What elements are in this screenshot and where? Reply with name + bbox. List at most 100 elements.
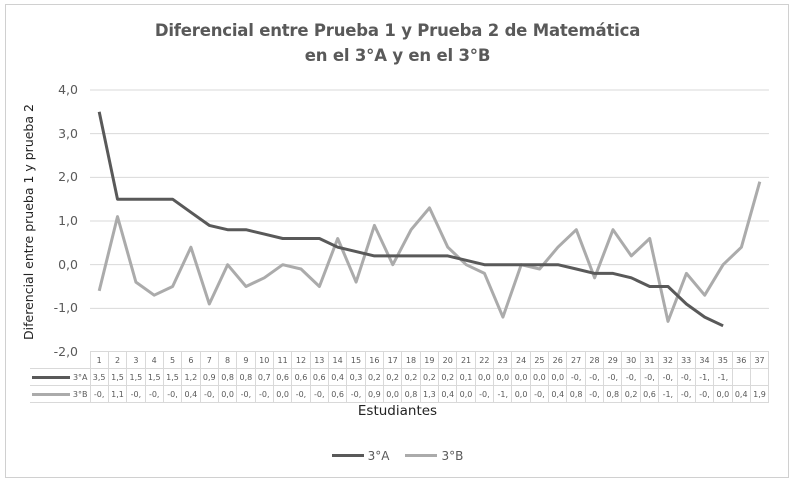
table-cell: 0,2 <box>419 368 440 386</box>
table-cell: -1, <box>658 385 678 403</box>
table-cell: 1,5 <box>107 368 128 386</box>
category-label: 2 <box>107 351 128 369</box>
table-cell: -0, <box>566 368 586 386</box>
table-cell: 0,0 <box>474 368 495 386</box>
table-cell: 1,5 <box>144 368 164 386</box>
chart-title-line-2: en el 3°A y en el 3°B <box>304 46 491 65</box>
table-cell: -0, <box>529 385 550 403</box>
table-cell: 0,4 <box>438 385 458 403</box>
table-cell: -0, <box>126 385 146 403</box>
category-label: 37 <box>749 351 770 369</box>
category-label: 17 <box>382 351 403 369</box>
table-cell: 0,9 <box>199 368 219 386</box>
table-cell: 0,2 <box>401 368 421 386</box>
table-cell: 0,0 <box>493 368 513 386</box>
category-label: 8 <box>217 351 238 369</box>
table-cell: 1,5 <box>126 368 146 386</box>
table-cell: -0, <box>584 368 605 386</box>
chart-title: Diferencial entre Prueba 1 y Prueba 2 de… <box>0 18 795 68</box>
table-cell: -0, <box>658 368 678 386</box>
table-cell: 0,2 <box>621 385 641 403</box>
category-label: 32 <box>658 351 678 369</box>
table-cell: 0,2 <box>364 368 385 386</box>
table-cell: 0,9 <box>364 385 385 403</box>
table-cell: 0,6 <box>309 368 329 386</box>
table-cell: -0, <box>291 385 311 403</box>
table-cell: 0,0 <box>217 385 238 403</box>
table-cell: 1,2 <box>181 368 201 386</box>
table-cell: 0,8 <box>217 368 238 386</box>
category-label: 6 <box>181 351 201 369</box>
legend-label: 3°A <box>367 448 390 463</box>
table-cell: 0,7 <box>254 368 274 386</box>
category-label: 24 <box>511 351 531 369</box>
table-cell: -1, <box>713 368 733 386</box>
y-tick-label: 1,0 <box>58 213 78 228</box>
category-label: 20 <box>438 351 458 369</box>
category-label: 22 <box>474 351 495 369</box>
table-cell: 0,6 <box>291 368 311 386</box>
y-tick-label: 2,0 <box>58 169 78 185</box>
table-cell: -0, <box>162 385 183 403</box>
category-label: 15 <box>346 351 366 369</box>
series-line-3a <box>97 111 724 328</box>
y-tick-label: -1,0 <box>53 300 78 316</box>
legend-line-icon <box>331 454 364 457</box>
category-label: 9 <box>236 351 256 369</box>
legend-label: 3°B <box>441 448 464 463</box>
category-label: 16 <box>364 351 385 369</box>
table-cell: 0,6 <box>272 368 293 386</box>
table-cell: 0,4 <box>327 368 348 386</box>
table-cell: 0,8 <box>236 368 256 386</box>
category-label: 7 <box>199 351 219 369</box>
table-cell: -0, <box>346 385 366 403</box>
category-label: 4 <box>144 351 164 369</box>
table-cell: 0,8 <box>603 385 623 403</box>
y-tick-label: 4,0 <box>58 82 78 97</box>
category-label: 5 <box>162 351 183 369</box>
series-name: 3°B <box>72 389 88 399</box>
y-tick-label: 0,0 <box>58 256 78 272</box>
legend: 3°A 3°B <box>0 446 795 463</box>
category-label: 14 <box>327 351 348 369</box>
y-tick-label: 3,0 <box>58 125 78 141</box>
category-label: 28 <box>584 351 605 369</box>
table-cell: -0, <box>89 385 109 403</box>
table-cell: 1,5 <box>162 368 183 386</box>
table-cell: 3,5 <box>89 368 109 386</box>
category-label: 35 <box>713 351 733 369</box>
table-cell: -0, <box>254 385 274 403</box>
table-cell: 0,0 <box>713 385 733 403</box>
table-cell: -0, <box>694 385 715 403</box>
table-cell: 0,3 <box>346 368 366 386</box>
table-row: 3°B -0, 1,1 -0, -0, -0, 0,4 -0, 0,0 -0, -0, 0,0 -0, -… <box>30 385 770 403</box>
table-cell: 0,4 <box>548 385 568 403</box>
category-label: 30 <box>621 351 641 369</box>
category-label: 29 <box>603 351 623 369</box>
table-cell: 0,6 <box>327 385 348 403</box>
series-key: 3°A <box>30 368 91 386</box>
table-header-row: 1 2 3 4 5 6 7 8 9 10 11 12 13 14 15 16 17 18 19 20 21 22 23 24 2… <box>30 351 770 369</box>
table-corner <box>30 352 90 369</box>
category-label: 34 <box>694 351 715 369</box>
category-label: 21 <box>456 351 476 369</box>
category-label: 31 <box>639 351 660 369</box>
table-cell: 0,8 <box>566 385 586 403</box>
table-cell: -0, <box>639 368 660 386</box>
category-label: 19 <box>419 351 440 369</box>
table-cell: -0, <box>474 385 495 403</box>
table-cell: 0,0 <box>529 368 550 386</box>
table-cell: 0,6 <box>639 385 660 403</box>
table-cell: -0, <box>621 368 641 386</box>
table-cell <box>749 368 770 386</box>
category-label: 25 <box>529 351 550 369</box>
table-cell: 1,1 <box>107 385 128 403</box>
table-cell: 0,0 <box>456 385 476 403</box>
table-cell: 0,4 <box>731 385 751 403</box>
category-label: 26 <box>548 351 568 369</box>
table-cell: 0,0 <box>511 385 531 403</box>
table-cell: 0,8 <box>401 385 421 403</box>
table-cell: 0,0 <box>272 385 293 403</box>
table-cell <box>731 368 751 386</box>
table-cell: -0, <box>236 385 256 403</box>
